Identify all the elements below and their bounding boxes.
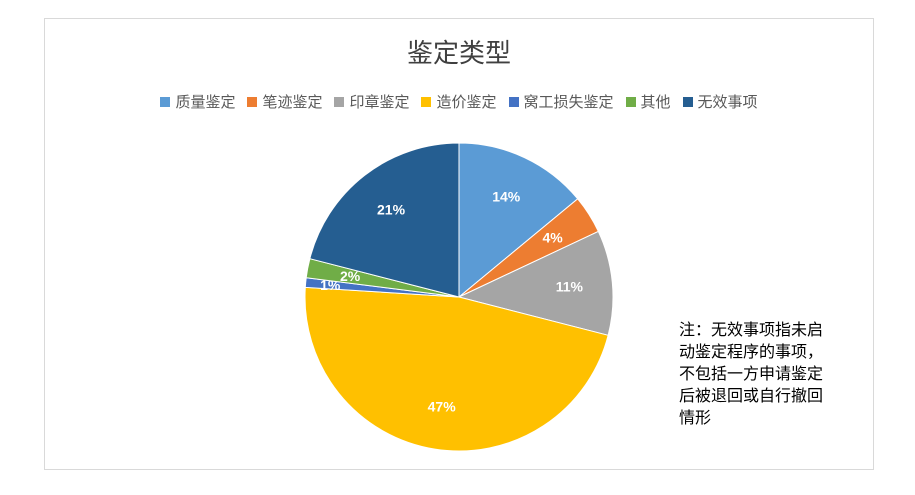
legend-swatch <box>421 96 432 107</box>
pie-chart: 14%4%11%47%1%2%21% <box>304 142 614 452</box>
legend-swatch <box>625 96 636 107</box>
legend-swatch <box>508 96 519 107</box>
note-line: 情形 <box>679 408 712 427</box>
note-line: 注：无效事项指未启 <box>679 320 824 339</box>
legend-label: 窝工损失鉴定 <box>523 93 614 111</box>
note-line: 后被退回或自行撤回 <box>679 386 824 405</box>
legend-label: 质量鉴定 <box>175 93 236 111</box>
legend-label: 其他 <box>640 93 671 111</box>
legend-label: 造价鉴定 <box>436 93 497 111</box>
pie-slice <box>304 286 609 452</box>
note-line: 不包括一方申请鉴定 <box>679 364 824 383</box>
data-label: 21% <box>377 201 406 217</box>
legend-item: 其他 <box>625 91 671 112</box>
data-label: 4% <box>543 230 564 246</box>
chart-note: 注：无效事项指未启 动鉴定程序的事项， 不包括一方申请鉴定 后被退回或自行撤回 情形 <box>679 319 869 429</box>
legend-item: 印章鉴定 <box>334 91 409 112</box>
legend-swatch <box>247 96 258 107</box>
legend-item: 造价鉴定 <box>421 91 497 112</box>
legend-label: 笔迹鉴定 <box>262 93 323 111</box>
legend-label: 印章鉴定 <box>349 93 410 111</box>
legend-item: 笔迹鉴定 <box>247 91 322 112</box>
legend-label: 无效事项 <box>697 93 758 111</box>
chart-legend: 质量鉴定 笔迹鉴定 印章鉴定 造价鉴定 窝工损失鉴定 其他 无效事项 <box>45 91 873 112</box>
legend-item: 窝工损失鉴定 <box>508 91 614 112</box>
chart-area: 鉴定类型 质量鉴定 笔迹鉴定 印章鉴定 造价鉴定 窝工损失鉴定 其他 无效事项 14% 4% 1… <box>44 18 874 470</box>
pie-slice <box>309 142 460 298</box>
pie-slice <box>458 142 579 299</box>
note-line: 动鉴定程序的事项， <box>679 342 824 361</box>
data-label: 2% <box>340 268 361 284</box>
legend-item: 质量鉴定 <box>160 91 235 112</box>
legend-swatch <box>334 96 345 107</box>
legend-swatch <box>160 96 171 107</box>
chart-title: 鉴定类型 <box>406 39 511 69</box>
data-label: 47% <box>428 399 457 415</box>
pie-slice <box>457 230 614 336</box>
legend-item: 无效事项 <box>682 91 758 112</box>
data-label: 11% <box>556 279 584 295</box>
legend-swatch <box>682 96 693 107</box>
data-label: 14% <box>492 189 521 205</box>
